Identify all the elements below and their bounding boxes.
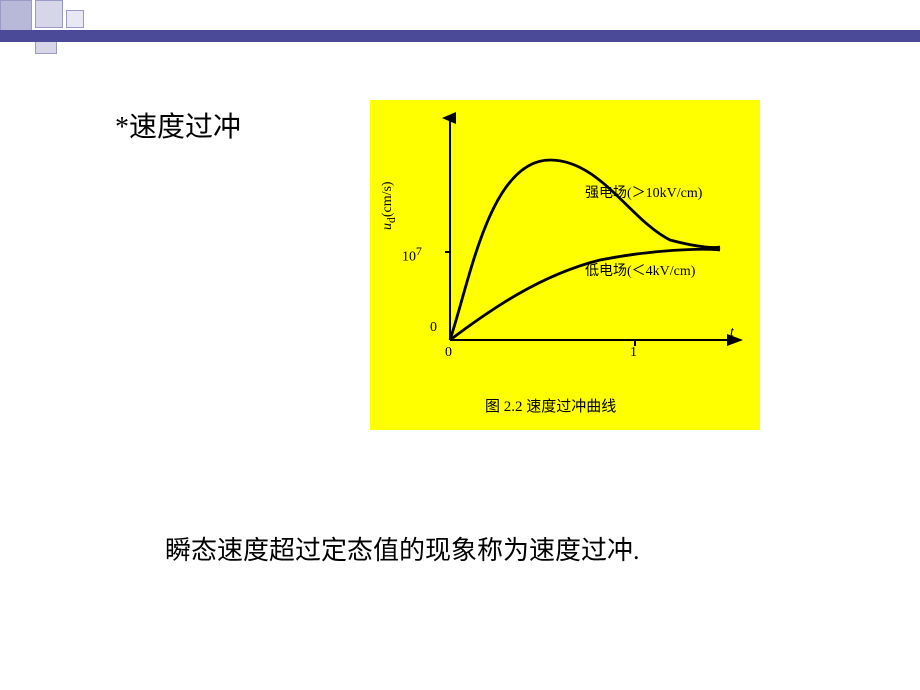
y-tick-label: 107 xyxy=(402,245,422,266)
x-tick-0: 0 xyxy=(445,345,452,361)
slide-body-text: 瞬态速度超过定态值的现象称为速度过冲. xyxy=(165,530,640,567)
figure-caption: 图 2.2 速度过冲曲线 xyxy=(485,395,616,416)
chart-svg xyxy=(370,100,760,380)
x-tick-1: 1 xyxy=(630,345,637,361)
y-axis-label: ud(cm/s) xyxy=(380,181,398,230)
origin-label: 0 xyxy=(430,320,437,336)
high-field-label: 强电场(＞10kV/cm) xyxy=(585,182,702,202)
figure-velocity-overshoot: ud(cm/s) 107 强电场(＞10kV/cm) 低电场(＜4kV/cm) … xyxy=(370,100,760,430)
x-axis-label: t xyxy=(730,325,734,341)
top-stripe xyxy=(0,30,920,42)
slide-title: *速度过冲 xyxy=(115,105,241,145)
low-field-label: 低电场(＜4kV/cm) xyxy=(585,260,695,280)
